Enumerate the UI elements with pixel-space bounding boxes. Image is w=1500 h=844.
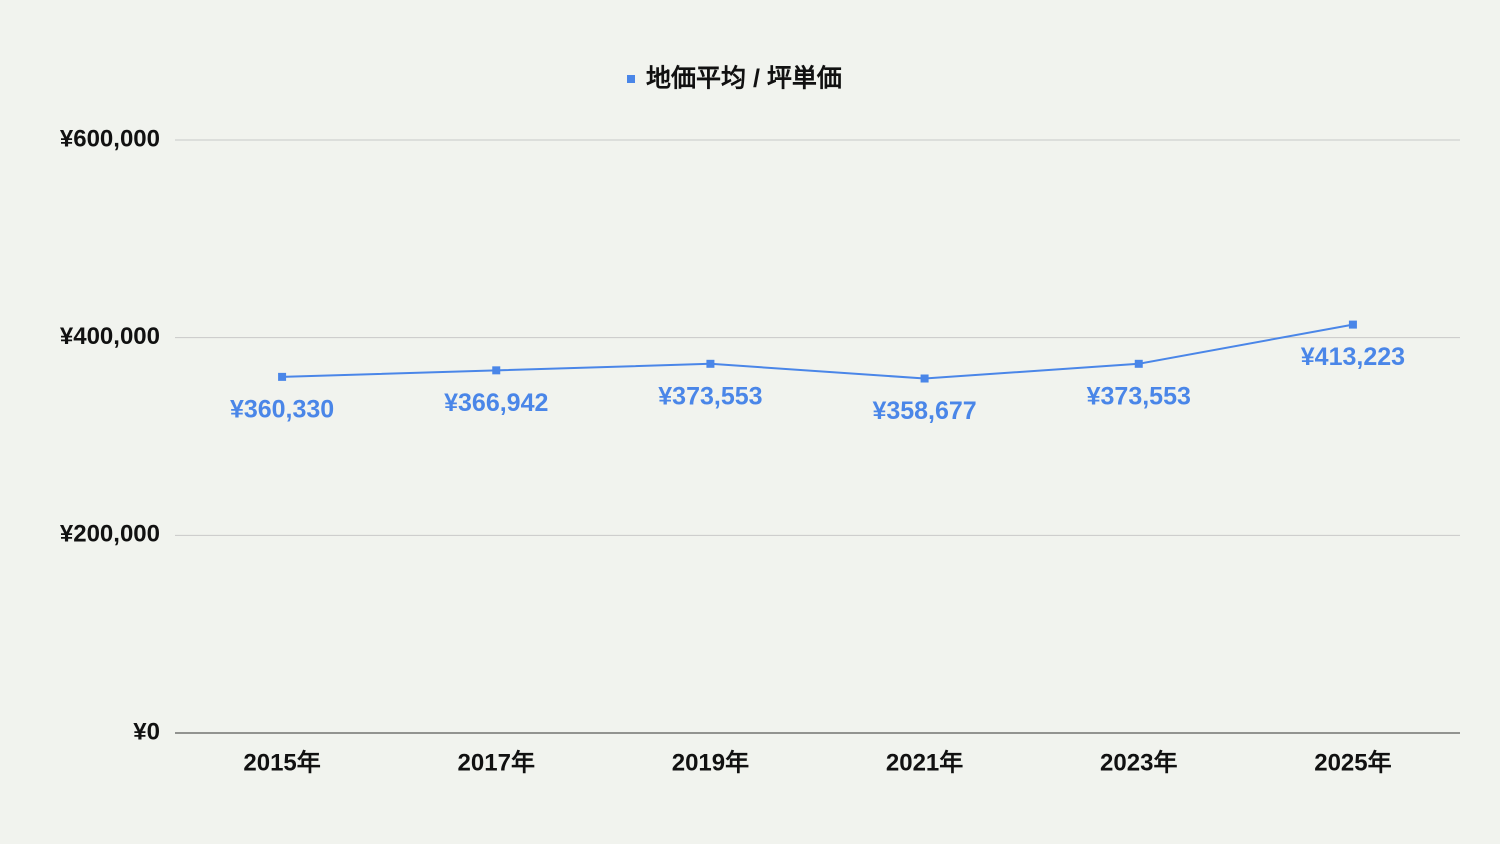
y-tick-label: ¥400,000: [60, 323, 160, 350]
data-label: ¥360,330: [230, 395, 334, 423]
x-tick-label: 2025年: [1314, 748, 1391, 776]
point: [1348, 320, 1357, 329]
legend-label: 地価平均 / 坪単価: [646, 64, 842, 93]
point: [1134, 359, 1143, 368]
data-label: ¥373,553: [1087, 382, 1191, 410]
point: [706, 359, 715, 368]
data-label: ¥373,553: [658, 382, 762, 410]
y-tick-label: ¥600,000: [60, 125, 160, 152]
point: [920, 374, 929, 383]
line: [282, 323, 1354, 380]
point: [278, 372, 287, 381]
x-tick-label: 2019年: [672, 748, 749, 776]
y-tick-label: ¥0: [133, 718, 160, 745]
point: [492, 366, 501, 375]
legend-marker: [627, 75, 635, 83]
x-tick-label: 2021年: [886, 748, 963, 776]
x-tick-label: 2023年: [1100, 748, 1177, 776]
data-label: ¥413,223: [1301, 343, 1405, 371]
y-tick-label: ¥200,000: [60, 521, 160, 548]
data-label: ¥358,677: [872, 397, 976, 425]
data-label: ¥366,942: [444, 389, 548, 417]
x-tick-label: 2017年: [458, 748, 535, 776]
x-tick-label: 2015年: [243, 748, 320, 776]
